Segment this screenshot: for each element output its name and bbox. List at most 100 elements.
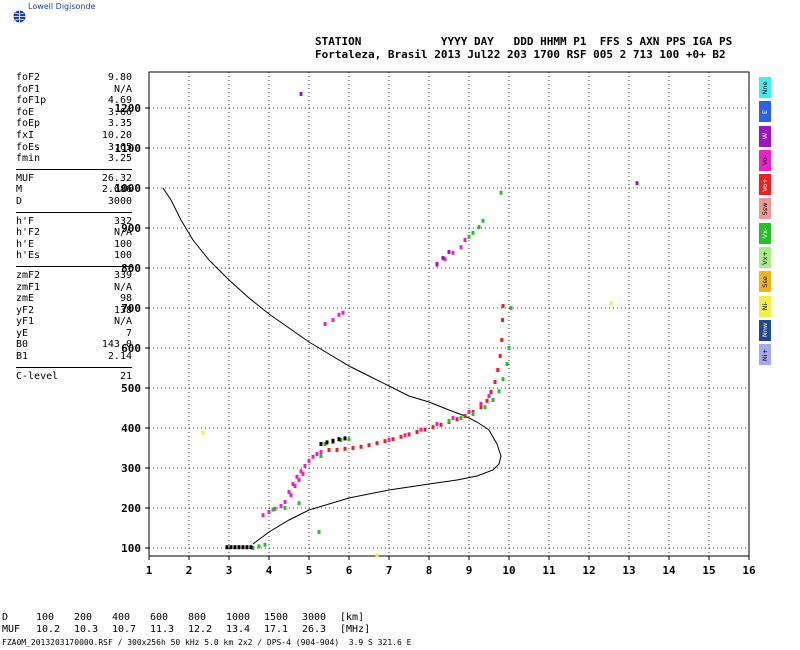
- param-row: fxI 10.20: [16, 130, 132, 142]
- y-tick-label: 200: [121, 502, 141, 515]
- param-row: h'Es 100: [16, 250, 132, 262]
- polarization-legend: Nne E W Vo- Vo+ Ssw Vx- Vx+ Sse Ni- Nnw Ni+: [759, 77, 771, 369]
- param-name: foE: [16, 106, 35, 118]
- x-tick-label: 11: [542, 564, 556, 577]
- legend-chip-ni-: Ni-: [759, 295, 771, 317]
- echo-point: [337, 312, 341, 317]
- echo-point: [489, 390, 493, 394]
- param-row: B1 2.14: [16, 351, 132, 363]
- echo-point: [375, 441, 379, 446]
- table-cell: 200: [74, 612, 93, 623]
- echo-point: [315, 452, 319, 456]
- legend-chip-nnw: Nnw: [759, 319, 771, 341]
- x-tick-label: 7: [386, 564, 393, 577]
- echo-point: [287, 490, 291, 494]
- legend-label: Ssw: [761, 202, 769, 216]
- param-name: MUF: [16, 172, 35, 184]
- table-cell: D: [2, 612, 9, 623]
- x-tick-label: 10: [502, 564, 515, 577]
- echo-point: [359, 444, 363, 449]
- echo-point: [201, 430, 205, 435]
- param-name: M: [16, 184, 23, 196]
- legend-chip-nne: Nne: [759, 77, 771, 98]
- param-name: B1: [16, 351, 29, 363]
- y-tick-label: 600: [121, 342, 141, 355]
- echo-point: [451, 250, 455, 255]
- param-name: yF1: [16, 316, 35, 328]
- param-row: fmin 3.25: [16, 153, 132, 165]
- echo-point: [507, 346, 511, 350]
- table-cell: 13.4: [226, 624, 251, 635]
- echo-point: [487, 394, 491, 398]
- param-value: 26.32: [101, 172, 132, 184]
- y-tick-label: 300: [121, 462, 141, 475]
- legend-label: Vx+: [761, 250, 769, 265]
- param-value: 143.0: [101, 339, 132, 351]
- echo-point: [331, 318, 335, 322]
- param-name: zmF1: [16, 281, 41, 293]
- plot-frame: [148, 71, 750, 557]
- logo-text: Lowell Digisonde: [28, 2, 96, 11]
- echo-point: [233, 545, 237, 550]
- param-separator: [16, 168, 132, 170]
- x-tick-label: 1: [146, 564, 153, 577]
- legend-chip-vo-: Vo-: [759, 149, 771, 171]
- echo-point: [435, 262, 439, 266]
- echo-point: [323, 322, 327, 326]
- echo-point: [481, 218, 485, 223]
- legend-label: W: [761, 132, 769, 140]
- x-tick-label: 9: [466, 564, 473, 577]
- echo-point: [443, 257, 447, 262]
- x-tick-label: 14: [662, 564, 676, 577]
- legend-label: Nne: [761, 81, 769, 94]
- param-row: zmF1 N/A: [16, 282, 132, 294]
- echo-point: [311, 454, 315, 459]
- echo-point: [463, 238, 467, 242]
- param-row: B0 143.0: [16, 339, 132, 351]
- echo-point: [301, 472, 305, 476]
- table-cell: 17.1: [264, 624, 289, 635]
- param-name: fxI: [16, 129, 35, 141]
- echo-point: [367, 443, 371, 448]
- echo-point: [491, 398, 495, 402]
- param-name: foEs: [16, 141, 41, 153]
- param-row: yF2 138: [16, 305, 132, 317]
- param-value: 138: [113, 304, 132, 316]
- param-value: 100: [113, 250, 132, 262]
- param-name: foF2: [16, 72, 41, 83]
- param-value: 7: [125, 327, 132, 339]
- echo-point: [347, 437, 351, 442]
- echo-point: [483, 405, 487, 410]
- table-cell: 400: [112, 612, 131, 623]
- param-value: N/A: [113, 316, 132, 328]
- param-row: foF1p 4.69: [16, 95, 132, 107]
- echo-point: [399, 434, 403, 439]
- param-row: M 2.686: [16, 184, 132, 196]
- echo-point: [325, 440, 329, 445]
- echo-point: [251, 546, 255, 550]
- table-cell: [km]: [340, 612, 365, 623]
- y-tick-label: 1000: [115, 182, 142, 195]
- echo-point: [375, 553, 379, 558]
- echo-point: [407, 432, 411, 437]
- echo-point: [501, 304, 505, 308]
- echo-point: [279, 504, 283, 508]
- param-row: h'F 332: [16, 216, 132, 228]
- table-cell: 1500: [264, 612, 289, 623]
- echo-point: [319, 442, 323, 446]
- echo-point: [299, 469, 303, 474]
- echo-point: [609, 301, 613, 306]
- legend-chip-vx-: Vx+: [759, 247, 771, 269]
- legend-chip-ni-: Ni+: [759, 344, 771, 366]
- echo-point: [343, 446, 347, 451]
- echo-point: [441, 256, 445, 260]
- echo-point: [479, 402, 483, 406]
- echo-point: [335, 448, 339, 452]
- echo-point: [387, 438, 391, 442]
- param-row: foF2 9.80: [16, 72, 132, 84]
- y-tick-label: 700: [121, 302, 141, 315]
- echo-point: [293, 484, 297, 488]
- echo-point: [249, 545, 253, 550]
- legend-label: Sse: [761, 276, 769, 288]
- param-value: N/A: [113, 281, 132, 293]
